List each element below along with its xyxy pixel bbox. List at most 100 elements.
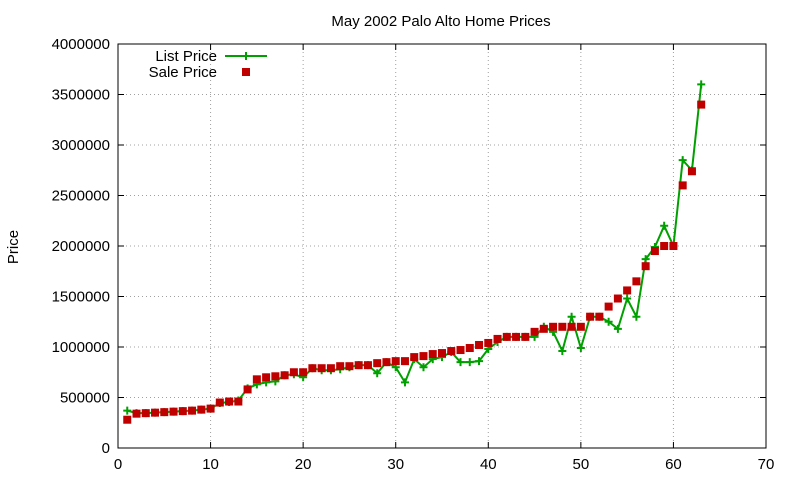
list-price-point <box>576 344 585 353</box>
sale-price-point <box>225 397 234 406</box>
list-price-point <box>678 156 687 165</box>
sale-price-point <box>308 364 317 373</box>
list-price-point <box>558 347 567 356</box>
sale-price-point <box>650 247 659 256</box>
axis-ticks: 0 10 20 30 40 50 60 70 0 500000 1000000 1500000 2000… <box>52 36 775 473</box>
legend-label: List Price <box>155 48 217 65</box>
sale-price-point <box>160 408 169 417</box>
sale-price-point <box>456 346 465 355</box>
list-price-point <box>660 221 669 230</box>
sale-price-point <box>188 406 197 415</box>
sale-price-point <box>326 364 335 373</box>
x-tick-label: 50 <box>573 456 590 473</box>
sale-price-point <box>660 242 669 250</box>
sale-price-point <box>363 361 372 370</box>
list-price-point <box>697 80 706 89</box>
sale-price-point <box>428 350 437 359</box>
y-tick-label: 1000000 <box>52 339 110 356</box>
x-tick-label: 30 <box>387 456 404 473</box>
list-price-line <box>126 84 703 415</box>
sale-price-point <box>215 398 224 407</box>
sale-price-point <box>567 322 576 331</box>
sale-price-point <box>151 408 160 417</box>
sale-price-point <box>345 362 354 371</box>
sale-price-point <box>678 181 687 190</box>
series-layer <box>123 80 706 424</box>
sale-price-point <box>465 344 474 353</box>
y-tick-label: 2500000 <box>52 188 110 205</box>
x-tick-label: 70 <box>758 456 775 473</box>
sale-price-point <box>632 277 641 286</box>
chart-title: May 2002 Palo Alto Home Prices <box>331 13 550 30</box>
y-tick-label: 0 <box>102 440 110 457</box>
list-price-point <box>400 378 409 387</box>
sale-price-point <box>623 286 632 295</box>
sale-price-point <box>558 322 567 331</box>
list-price-point <box>623 294 632 303</box>
sale-price-point <box>475 340 484 349</box>
sale-price-point <box>299 368 308 377</box>
plot-frame <box>117 43 767 449</box>
sale-price-point <box>169 407 178 416</box>
x-tick-label: 20 <box>295 456 312 473</box>
x-tick-label: 0 <box>114 456 122 473</box>
y-tick-label: 2000000 <box>52 238 110 255</box>
y-axis-label: Price <box>5 230 22 264</box>
sale-price-point <box>234 397 243 406</box>
list-price-point <box>641 255 650 264</box>
sale-price-point <box>604 302 613 311</box>
sale-price-point <box>539 324 548 333</box>
grid <box>118 44 766 448</box>
list-price-point <box>475 357 484 366</box>
sale-price-point <box>354 361 363 370</box>
sale-price-point <box>373 359 382 368</box>
sale-price-point <box>484 338 493 347</box>
sale-price-point <box>530 327 539 336</box>
list-price-point <box>567 312 576 321</box>
list-price-point <box>604 317 613 326</box>
x-tick-label: 60 <box>665 456 682 473</box>
sale-price-point <box>123 415 132 424</box>
sale-price-point <box>271 372 280 381</box>
y-tick-label: 3500000 <box>52 87 110 104</box>
sale-price-point <box>419 352 428 361</box>
sale-price-point <box>493 334 502 343</box>
sale-price-point <box>521 332 530 341</box>
sale-price-point <box>687 167 696 176</box>
sale-price-point <box>336 362 345 371</box>
y-tick-label: 500000 <box>60 390 110 407</box>
y-tick-label: 3000000 <box>52 137 110 154</box>
x-tick-label: 10 <box>202 456 219 473</box>
y-tick-label: 1500000 <box>52 289 110 306</box>
sale-price-point <box>262 373 271 382</box>
sale-price-point <box>586 312 595 321</box>
sale-price-point <box>206 404 215 413</box>
sale-price-point <box>697 100 706 109</box>
sale-price-point <box>447 347 456 356</box>
sale-price-point <box>382 358 391 367</box>
sale-price-point <box>280 371 289 380</box>
sale-price-point <box>502 332 511 341</box>
sale-price-point <box>595 312 604 321</box>
list-price-point <box>465 358 474 367</box>
list-price-point <box>373 369 382 378</box>
list-price-point <box>632 312 641 321</box>
sale-price-point <box>613 294 622 303</box>
sale-price-point <box>132 409 141 418</box>
sale-price-point <box>410 353 419 362</box>
sale-price-point <box>669 242 678 250</box>
sale-price-point <box>512 332 521 341</box>
sale-price-point <box>252 375 261 384</box>
sale-price-point <box>576 322 585 331</box>
sale-price-point <box>197 405 206 414</box>
sale-price-point <box>243 385 252 394</box>
list-price-point <box>456 358 465 367</box>
list-price-point <box>613 324 622 333</box>
sale-price-point <box>549 322 558 331</box>
legend-label: Sale Price <box>149 64 217 81</box>
list-price-point <box>123 406 132 415</box>
x-tick-label: 40 <box>480 456 497 473</box>
sale-price-point <box>317 364 326 373</box>
